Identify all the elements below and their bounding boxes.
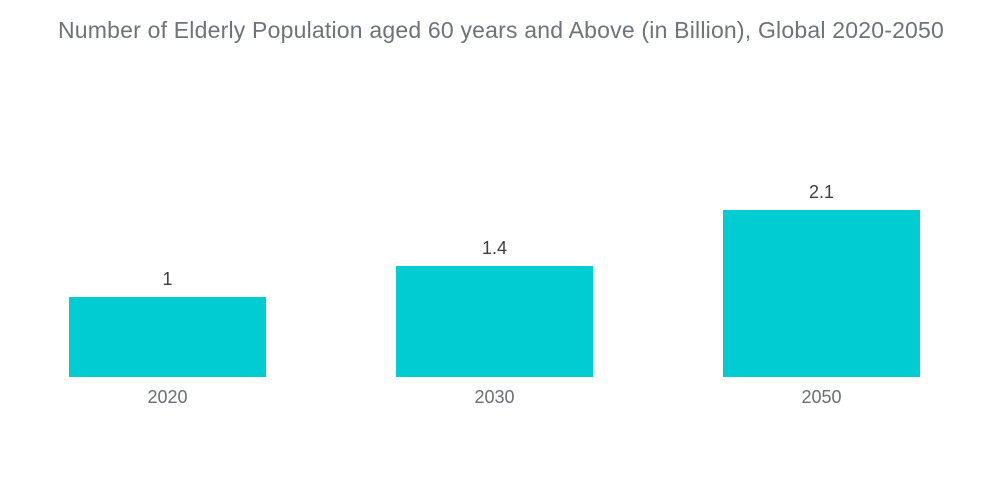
x-tick-label: 2020 (147, 387, 188, 407)
bar-rect-2030 (396, 266, 593, 377)
bar-value-label: 1.4 (481, 238, 508, 258)
chart-title: Number of Elderly Population aged 60 yea… (58, 17, 945, 43)
plot-area: 1 2020 1.4 2030 2.1 2050 (69, 0, 920, 406)
x-tick-label: 2050 (801, 387, 842, 407)
bar-value-label: 1 (162, 269, 173, 289)
bar-group-2030: 1.4 2030 (396, 238, 593, 406)
bar-rect-2050 (723, 210, 920, 377)
bar-value-label: 2.1 (808, 182, 835, 202)
bar-rect-2020 (69, 297, 266, 377)
bar-group-2020: 1 2020 (69, 269, 266, 406)
bar-group-2050: 2.1 2050 (723, 182, 920, 406)
x-tick-label: 2030 (474, 387, 515, 407)
